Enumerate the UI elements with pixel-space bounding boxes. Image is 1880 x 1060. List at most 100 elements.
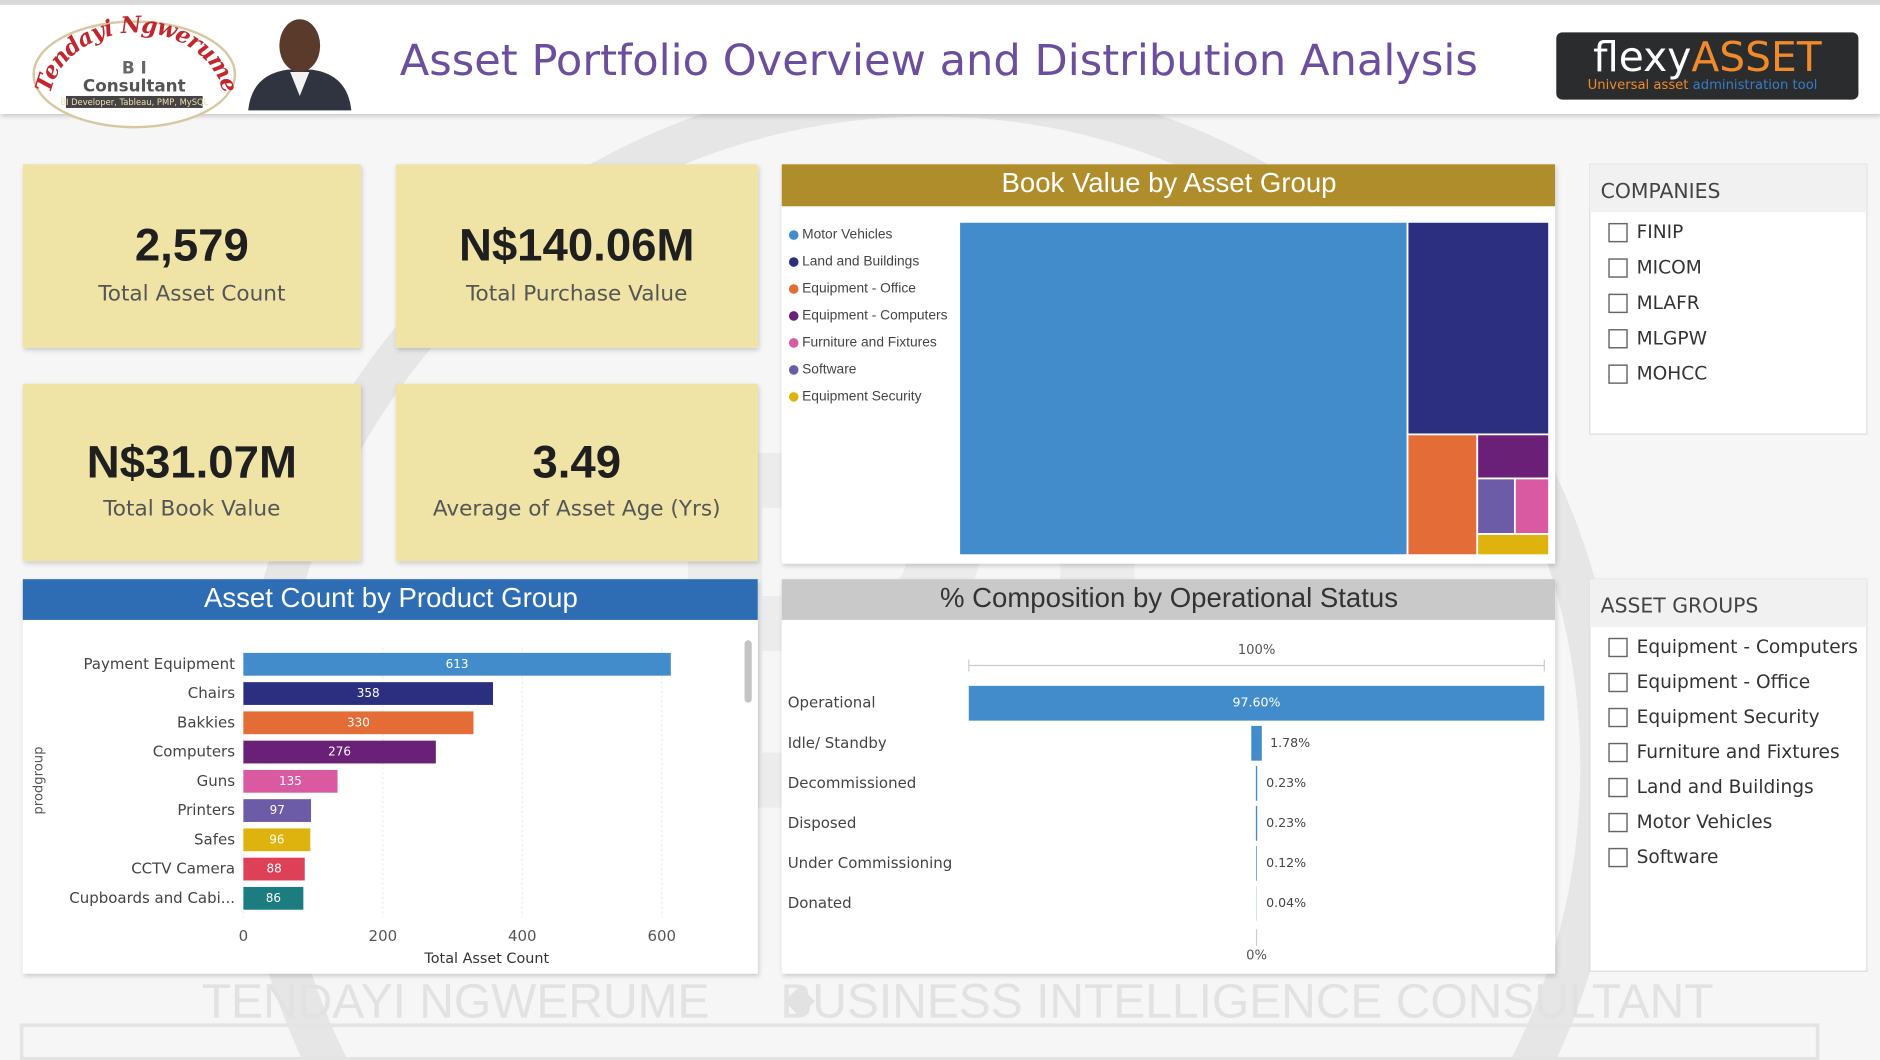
funnel-bar	[1255, 806, 1258, 841]
legend-marker	[788, 257, 799, 267]
slicer-item[interactable]: Software	[1637, 847, 1719, 868]
panel	[22, 579, 758, 974]
bar	[243, 652, 671, 676]
slicer-checkbox[interactable]	[1608, 812, 1628, 833]
watermark-frame	[19, 1023, 1820, 1060]
legend-label: Furniture and Fixtures	[802, 335, 937, 350]
legend-marker	[788, 284, 799, 294]
slicer-item[interactable]: Land and Buildings	[1637, 777, 1814, 798]
brand-tag-b: administration tool	[1693, 78, 1818, 93]
funnel-bar	[1255, 765, 1258, 801]
slicer-checkbox[interactable]	[1608, 637, 1628, 658]
kpi-card	[22, 164, 361, 348]
legend-marker	[788, 311, 799, 321]
kpi-value: N$31.07M	[87, 436, 297, 487]
category-label: Under Commissioning	[788, 854, 953, 872]
funnel-bar	[1251, 725, 1262, 761]
watermark-text: BUSINESS INTELLIGENCE CONSULTANT	[780, 975, 1713, 1028]
data-label: 0.23%	[1266, 775, 1306, 790]
slicer-item[interactable]: Equipment - Office	[1637, 672, 1811, 693]
bar	[243, 857, 305, 881]
slicer-checkbox[interactable]	[1608, 742, 1628, 763]
kpi-card	[395, 164, 758, 348]
logo-line: Consultant	[83, 75, 186, 95]
portrait-head	[279, 19, 321, 72]
data-label: 358	[357, 686, 380, 700]
brand-name-a: flexy	[1593, 33, 1691, 81]
slicer-item[interactable]: MICOM	[1637, 258, 1702, 279]
slicer-item[interactable]: Furniture and Fixtures	[1637, 742, 1840, 763]
treemap-cell	[1476, 477, 1516, 535]
chart-title: % Composition by Operational Status	[940, 582, 1398, 613]
slicer-title: ASSET GROUPS	[1601, 594, 1759, 618]
y-axis-title: prodgroup	[31, 747, 46, 815]
panel-header	[781, 164, 1556, 207]
slicer-item[interactable]: FINIP	[1637, 222, 1684, 243]
bar	[243, 740, 436, 764]
treemap-cell	[1476, 533, 1550, 557]
slicer-header	[1589, 164, 1867, 213]
chart-title: Asset Count by Product Group	[204, 582, 578, 613]
slicer-checkbox[interactable]	[1608, 847, 1628, 868]
logo: Tendayi Ngwerume B I Consultant BI Devel…	[31, 12, 243, 129]
treemap-cell	[1513, 477, 1550, 535]
slicer-checkbox[interactable]	[1608, 672, 1628, 693]
slicer-item[interactable]: Equipment - Computers	[1637, 637, 1858, 658]
portrait	[248, 19, 352, 111]
y-tick-label: Printers	[177, 801, 235, 819]
slicer-item[interactable]: MLGPW	[1637, 328, 1707, 349]
slicer-header	[1589, 579, 1867, 628]
y-tick-label: Cupboards and Cabi...	[69, 889, 235, 907]
logo-tagline: BI Developer, Tableau, PMP, MySQL	[60, 97, 208, 107]
x-axis-title: Total Asset Count	[423, 951, 549, 967]
y-tick-label: Guns	[197, 772, 236, 790]
legend-label: Equipment Security	[802, 389, 921, 404]
slicer-item[interactable]: MOHCC	[1637, 364, 1708, 385]
legend-label: Equipment - Office	[802, 281, 916, 296]
bar	[243, 711, 474, 735]
kpi-value: N$140.06M	[459, 220, 694, 271]
brand-tag-a: Universal asset	[1588, 78, 1689, 93]
x-tick-label: 600	[647, 927, 676, 945]
portrait-shirt	[290, 71, 310, 96]
data-label: 97.60%	[1233, 695, 1281, 710]
slicer-checkbox[interactable]	[1608, 258, 1628, 278]
slicer-item[interactable]: Equipment Security	[1637, 707, 1820, 728]
slicer-checkbox[interactable]	[1608, 329, 1628, 349]
panel	[781, 579, 1556, 974]
brand-name-b: ASSET	[1691, 33, 1822, 81]
treemap-cell	[1406, 220, 1550, 436]
y-tick-label: Payment Equipment	[83, 655, 235, 673]
kpi-label: Average of Asset Age (Yrs)	[433, 497, 721, 522]
data-label: 88	[266, 862, 281, 876]
legend-label: Equipment - Computers	[802, 308, 947, 323]
category-label: Donated	[788, 894, 852, 912]
slicer-checkbox[interactable]	[1608, 293, 1628, 314]
y-tick-label: Safes	[194, 830, 235, 848]
funnel-bar	[1256, 846, 1257, 881]
slicer-checkbox[interactable]	[1608, 222, 1628, 243]
y-tick-label: Bakkies	[177, 713, 235, 731]
x-tick-label: 0	[239, 927, 249, 945]
slicer-checkbox[interactable]	[1608, 364, 1628, 384]
legend-label: Land and Buildings	[802, 254, 919, 269]
slicer-checkbox[interactable]	[1608, 707, 1628, 728]
scrollbar[interactable]	[744, 640, 752, 703]
kpi-label: Total Asset Count	[97, 282, 285, 307]
x-tick-label: 400	[508, 927, 537, 945]
data-label: 613	[446, 657, 469, 671]
slicer-item[interactable]: Motor Vehicles	[1637, 812, 1773, 833]
data-label: 97	[270, 803, 285, 817]
bar	[243, 886, 304, 910]
panel-header	[781, 579, 1556, 620]
y-tick-label: CCTV Camera	[131, 860, 235, 878]
x-tick-label: 200	[369, 927, 398, 945]
slicer-item[interactable]: MLAFR	[1637, 293, 1700, 314]
category-label: Idle/ Standby	[788, 734, 887, 752]
treemap-cell	[1406, 433, 1479, 557]
slicer-checkbox[interactable]	[1608, 777, 1628, 798]
legend-marker	[788, 338, 799, 348]
brand: flexyASSET Universal asset administratio…	[1556, 32, 1859, 100]
